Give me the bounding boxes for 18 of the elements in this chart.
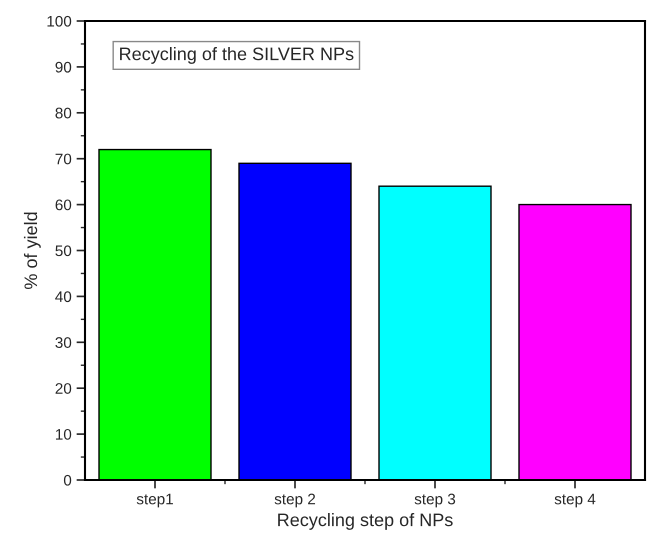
y-tick-label: 0: [64, 474, 72, 486]
x-tick-label: step 3: [414, 494, 456, 508]
x-tick-label: step1: [136, 494, 173, 508]
x-tick-label: step 2: [274, 494, 316, 508]
y-tick-label: 90: [56, 62, 72, 73]
y-tick-label: 30: [55, 337, 72, 348]
y-tick-label: 10: [56, 428, 72, 440]
y-tick-label: 20: [56, 383, 72, 394]
y-tick-label: 50: [55, 245, 72, 256]
x-tick-label: step 4: [554, 494, 596, 508]
y-tick-label: 70: [56, 154, 72, 164]
y-tick-label: 80: [55, 108, 72, 118]
y-tick-label: 60: [56, 199, 72, 210]
y-tick-label: 40: [55, 291, 72, 302]
y-tick-label: 100: [47, 16, 72, 27]
annotation: Recycling of the SILVER NPs: [120, 47, 354, 64]
x-axis-title: Recycling step of NPs: [278, 512, 453, 530]
y-axis-title: % of yield: [24, 212, 41, 289]
